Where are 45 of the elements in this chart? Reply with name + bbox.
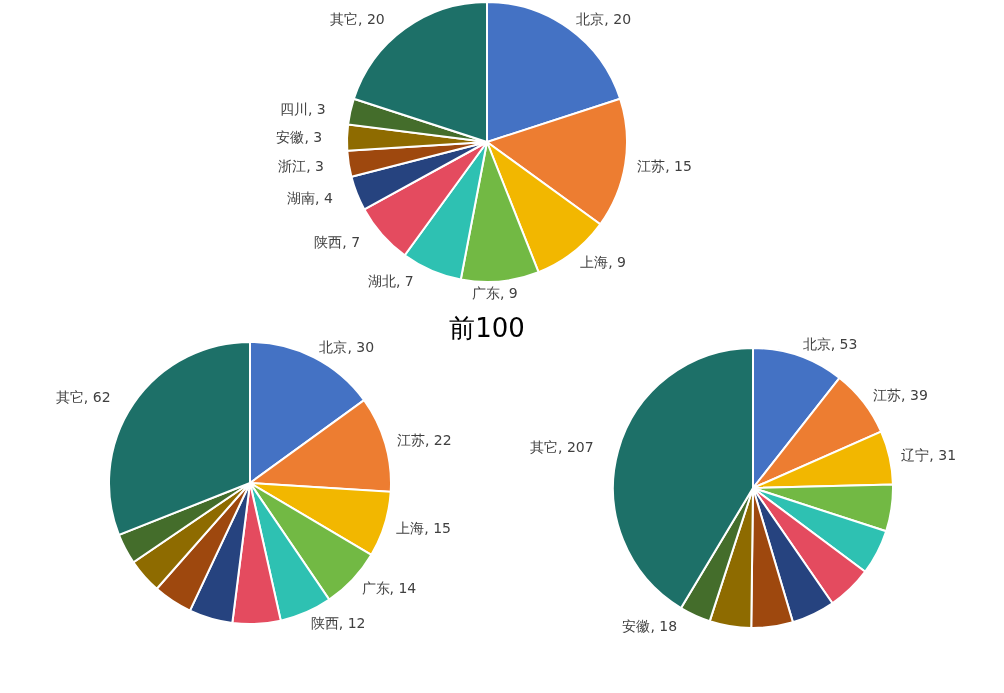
data-label: , 31 bbox=[929, 446, 957, 463]
slice-label: 辽宁 bbox=[901, 446, 930, 463]
data-label: , 3 bbox=[306, 157, 324, 174]
slice-label: 安徽 bbox=[622, 618, 651, 635]
data-label: , 20 bbox=[604, 10, 632, 27]
slice-label: 湖北 bbox=[367, 273, 396, 290]
data-label: , 3 bbox=[307, 100, 326, 117]
data-label: , 3 bbox=[304, 129, 323, 146]
data-label: , 39 bbox=[901, 386, 928, 403]
data-label: , 62 bbox=[83, 388, 111, 405]
data-label: , 207 bbox=[558, 439, 594, 456]
data-label: , 18 bbox=[650, 618, 678, 635]
slice-label: 江苏 bbox=[873, 386, 902, 403]
slice-label: 上海 bbox=[580, 254, 609, 270]
text: 前100 bbox=[449, 313, 525, 343]
slice-label: 北京 bbox=[319, 338, 348, 355]
slice-label: 湖南 bbox=[286, 189, 315, 206]
slice-label: 其它 bbox=[530, 439, 559, 456]
slice-label: 北京 bbox=[576, 10, 605, 27]
data-label: , 15 bbox=[665, 157, 692, 174]
data-label: , 14 bbox=[389, 579, 417, 596]
slice-label: 陕西 bbox=[314, 234, 343, 251]
slice-label: 安徽 bbox=[276, 129, 305, 146]
slice-label: 广东 bbox=[361, 579, 390, 596]
data-label: , 22 bbox=[424, 432, 452, 449]
slice-label: 陕西 bbox=[310, 615, 339, 632]
slice-label: 四川 bbox=[279, 100, 308, 117]
data-label: , 30 bbox=[347, 338, 375, 355]
slice-label: 广东 bbox=[471, 285, 500, 302]
slice-label: 其它 bbox=[330, 10, 359, 27]
data-label: , 15 bbox=[424, 519, 451, 536]
slice-label: 江苏 bbox=[396, 432, 425, 449]
slice-label: 上海 bbox=[396, 519, 425, 536]
slice-label: 其它 bbox=[55, 388, 84, 405]
data-label: , 9 bbox=[608, 254, 626, 270]
slice-label: 北京 bbox=[802, 336, 831, 353]
data-label: , 20 bbox=[358, 10, 385, 27]
data-label: , 9 bbox=[499, 285, 518, 302]
data-label: , 7 bbox=[395, 273, 414, 290]
slice-label: 浙江 bbox=[278, 157, 307, 174]
data-label: , 53 bbox=[830, 336, 858, 353]
data-label: , 12 bbox=[338, 615, 366, 632]
data-label: , 4 bbox=[314, 189, 333, 206]
slice-label: 江苏 bbox=[637, 157, 666, 174]
data-label: , 7 bbox=[342, 234, 361, 251]
